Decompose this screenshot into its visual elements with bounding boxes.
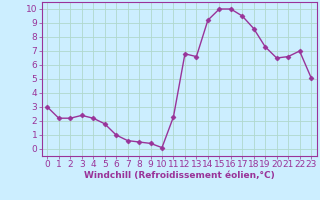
X-axis label: Windchill (Refroidissement éolien,°C): Windchill (Refroidissement éolien,°C)	[84, 171, 275, 180]
